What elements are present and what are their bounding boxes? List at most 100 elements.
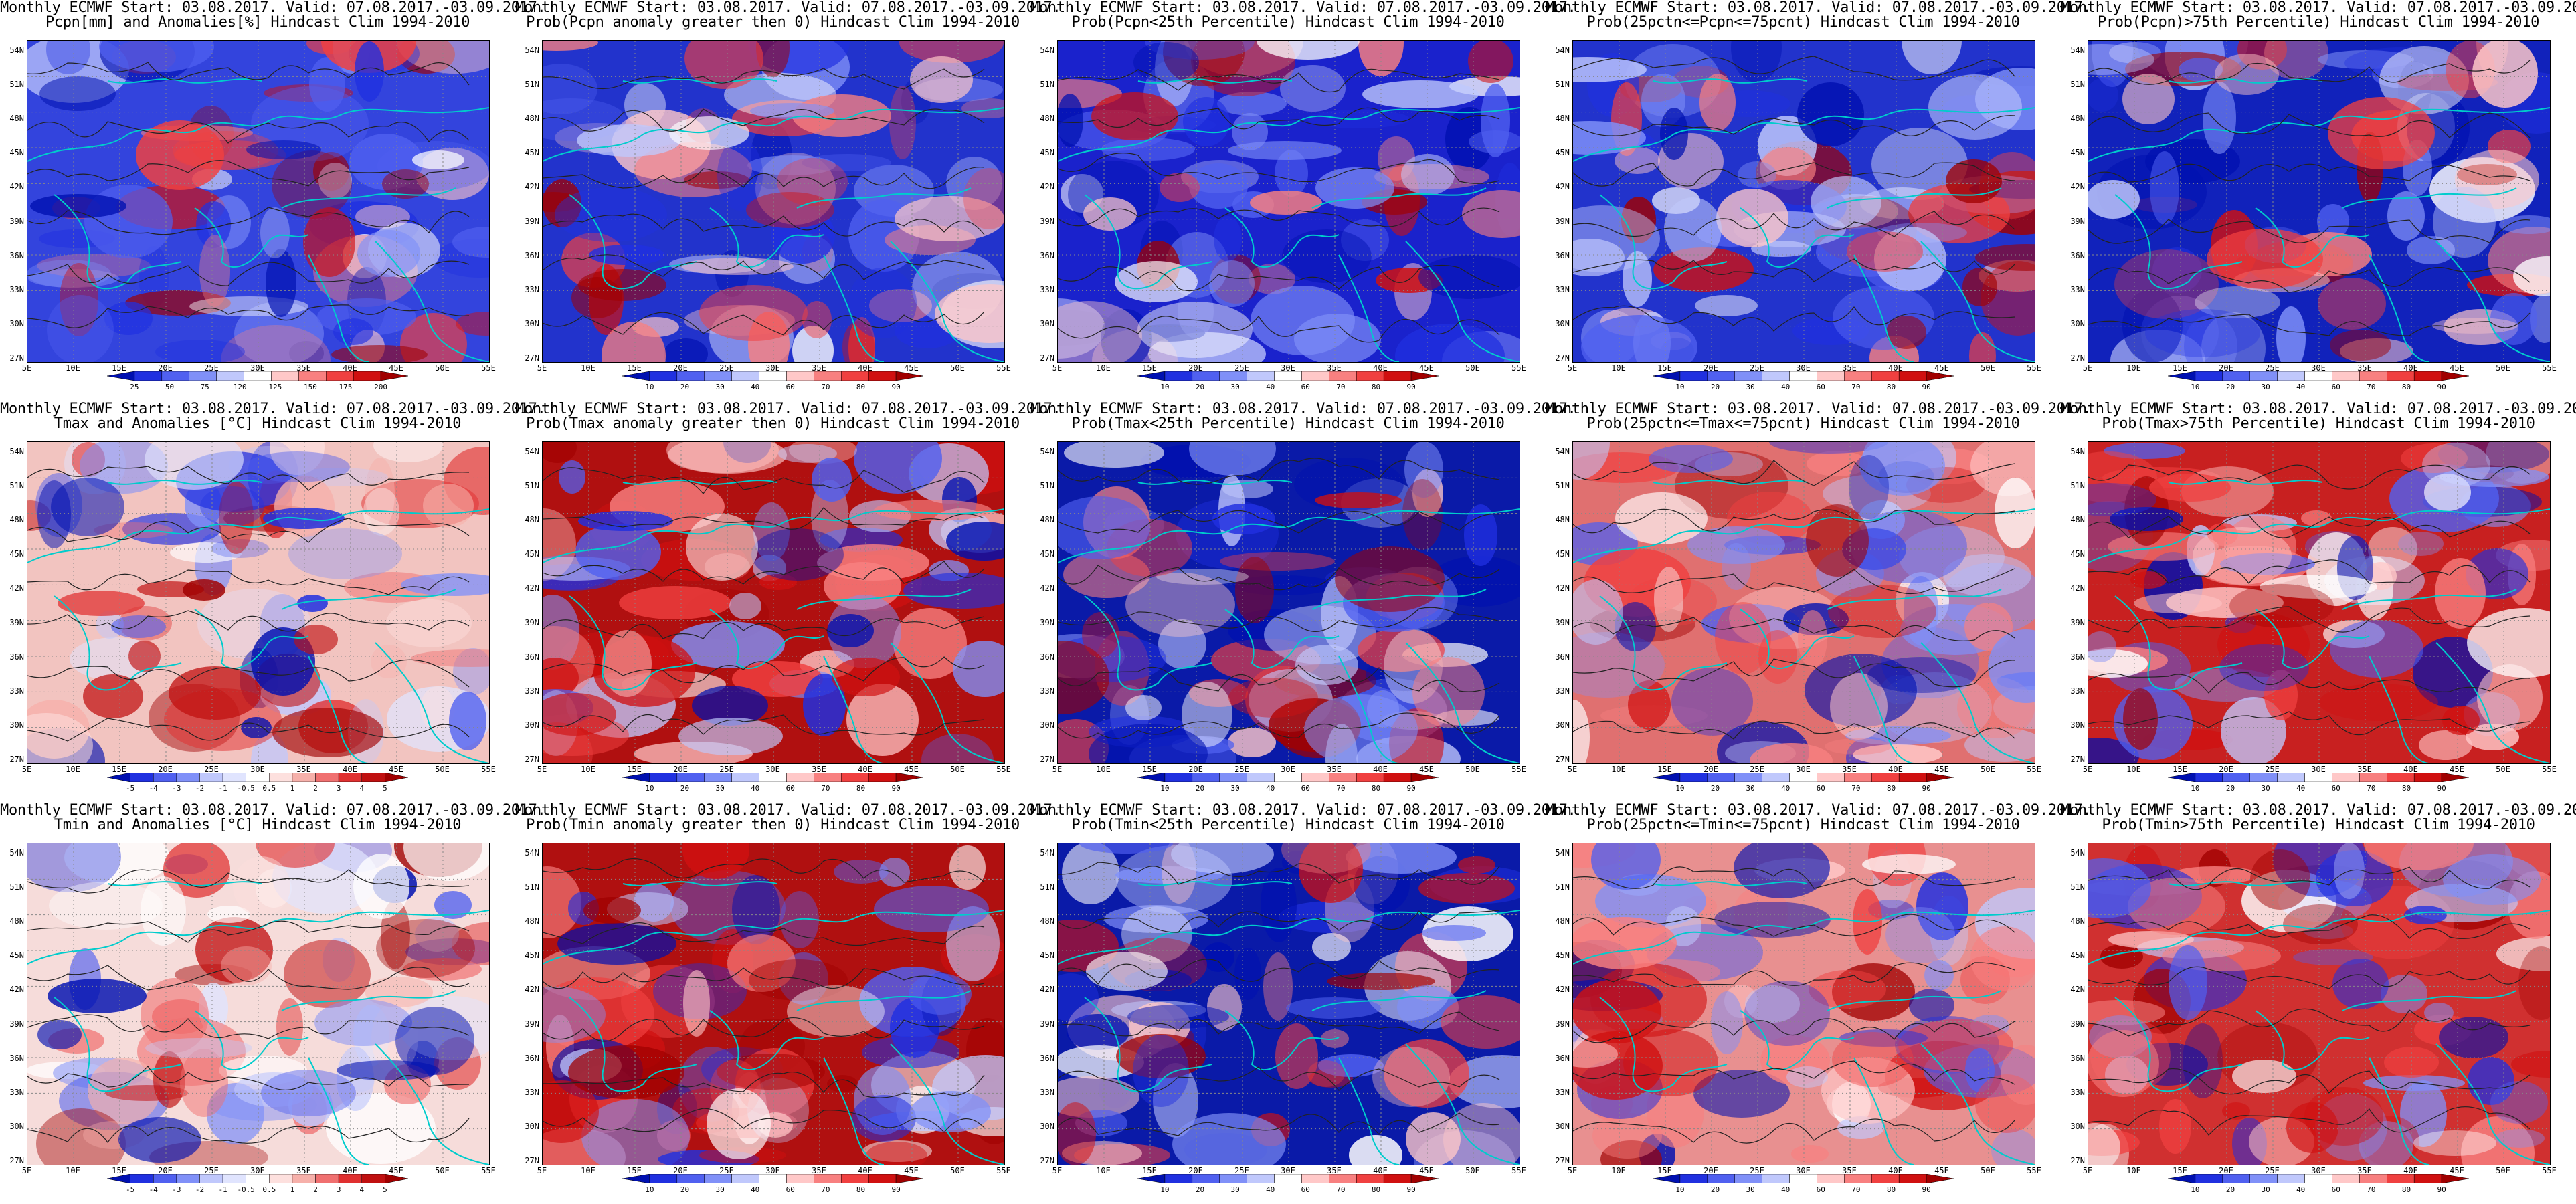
lat-tick-label: 36N [2070,651,2085,662]
field-patch [1083,197,1137,231]
field-patch [1401,154,1455,195]
colorbar-segment [2222,773,2250,782]
colorbar-label: 40 [1781,784,1790,793]
lon-tick-label: 50E [2496,765,2510,774]
field-patch [2166,587,2284,618]
colorbar-label: 10 [1160,1185,1170,1194]
field-patch [699,285,808,341]
lon-tick-label: 20E [1188,765,1203,774]
map-area [1572,441,2035,764]
lon-tick-label: 15E [1657,765,1672,774]
colorbar-label: 20 [1195,784,1205,793]
field-patch [1160,173,1200,202]
map-area [1057,441,1520,764]
panel-title-line2: Prob(Tmax>75th Percentile) Hindcast Clim… [2102,415,2535,432]
contour-line [543,1017,985,1042]
contour-line [1058,153,1500,184]
lon-tick-label: 15E [112,765,126,774]
colorbar-segment [1762,773,1790,782]
colorbar-segment [731,1174,759,1183]
colorbar-label: 10 [1675,1185,1685,1194]
lon-tick-label: 40E [1888,1166,1903,1175]
contour-line [543,714,985,736]
colorbar-label: 80 [1886,784,1896,793]
colorbar-segment [176,773,200,782]
field-patch [2316,850,2393,906]
lon-tick-label: 20E [158,765,173,774]
field-patch [155,340,245,362]
lon-tick-label: 40E [1888,363,1903,373]
coastline [890,1043,1004,1165]
coastline [194,609,309,670]
lon-tick-label: 50E [950,363,965,373]
field-patch [666,442,779,473]
lat-tick-label: 51N [9,80,24,90]
contour-line [2088,514,2531,538]
field-patch [1171,843,1274,874]
field-patch [2387,191,2425,241]
panel-title-line2: Tmax and Anomalies [°C] Hindcast Clim 19… [54,415,462,432]
lat-tick-label: 36N [9,250,24,260]
field-patch [1318,1054,1384,1077]
colorbar-label: 90 [2437,383,2446,391]
panel-title-line1: Monthly ECMWF Start: 03.08.2017. Valid: … [515,0,1061,16]
lon-tick-label: 45E [904,363,919,373]
contour-line [27,610,470,632]
colorbar-label: 10 [645,1185,654,1194]
coastline [1405,1043,1520,1165]
colorbar-segment [338,773,363,782]
coastline [2168,480,2323,485]
field-patch [1671,668,1753,736]
coastline [1137,78,1293,84]
lon-tick-label: 45E [904,1166,919,1175]
field-patch [2088,483,2156,516]
map-panel: Monthly ECMWF Start: 03.08.2017. Valid: … [2061,401,2576,803]
colorbar-label: 70 [1851,1185,1861,1194]
lat-tick-label: 39N [2070,617,2085,627]
coastline [1058,910,1520,965]
lat-tick-label: 45N [9,148,24,158]
field-patch [2330,620,2423,678]
field-patch [2276,306,2306,362]
field-patch [869,289,932,322]
field-patch [111,615,166,638]
field-patch [2088,1030,2159,1097]
lat-tick-label: 45N [9,950,24,961]
colorbar-segment [1789,1174,1817,1183]
coastline [1599,194,1728,290]
field-patch [2195,286,2280,318]
lat-tick-label: 27N [525,353,539,363]
colorbar-label: 175 [339,383,353,391]
field-patch [1806,504,1869,577]
field-patch [2128,878,2225,935]
lat-tick-label: 33N [2070,686,2085,696]
colorbar-segment [1817,371,1845,381]
field-patch [1851,510,1967,583]
lat-tick-label: 45N [525,148,539,158]
field-patch [2122,289,2183,362]
lon-tick-label: 55E [2027,765,2041,774]
contour-line [1058,910,1500,933]
field-patch [1079,843,1173,854]
colorbar-segment [786,773,814,782]
field-patch [2361,1116,2419,1165]
colorbar-label: 90 [1922,383,1931,391]
field-patch [581,1099,690,1165]
field-patch [1693,1070,1790,1118]
colorbar-label: 2 [313,1185,318,1194]
field-patch [1257,41,1360,60]
field-patch [244,452,350,482]
lon-tick-label: 25E [1750,363,1764,373]
lon-tick-label: 25E [1750,1166,1764,1175]
lat-tick-label: 33N [2070,284,2085,294]
coastline [1853,1057,1915,1165]
colorbar-segment [622,371,650,381]
coastline [1853,254,1915,362]
lon-tick-label: 15E [1657,1166,1672,1175]
lat-tick-label: 33N [525,686,539,696]
field-patch [1573,979,1661,1043]
colorbar-label: 70 [1336,383,1346,391]
lat-tick-label: 54N [1555,848,1570,858]
lon-tick-label: 30E [1796,1166,1811,1175]
field-patch [46,41,90,74]
